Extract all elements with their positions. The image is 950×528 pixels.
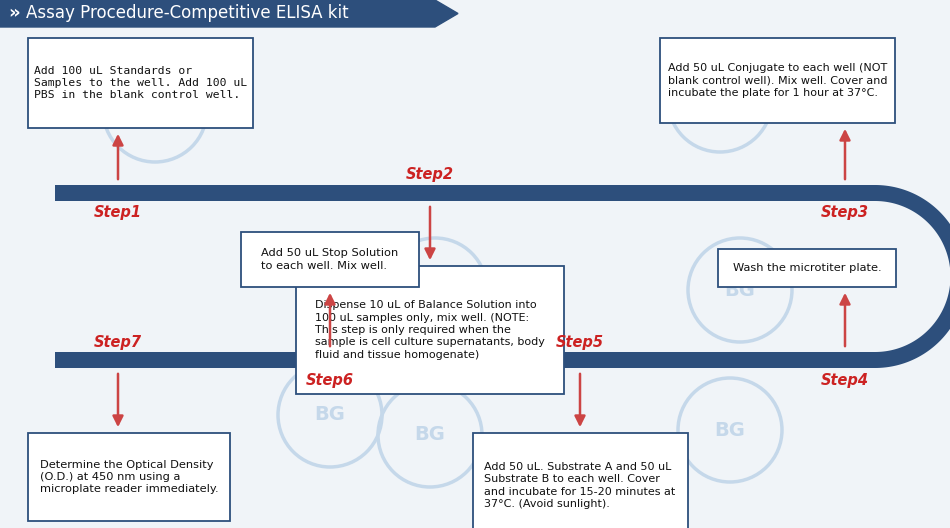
- Text: Step6: Step6: [306, 372, 354, 388]
- FancyBboxPatch shape: [296, 266, 564, 394]
- Text: BG: BG: [725, 280, 755, 299]
- Text: BG: BG: [314, 406, 346, 425]
- Text: Add 50 uL Conjugate to each well (NOT
blank control well). Mix well. Cover and
i: Add 50 uL Conjugate to each well (NOT bl…: [668, 63, 887, 98]
- Text: Add 50 uL Stop Solution
to each well. Mix well.: Add 50 uL Stop Solution to each well. Mi…: [261, 248, 399, 271]
- Text: Determine the Optical Density
(O.D.) at 450 nm using a
microplate reader immedia: Determine the Optical Density (O.D.) at …: [40, 459, 218, 494]
- Text: BG: BG: [140, 100, 170, 119]
- Text: BG: BG: [705, 90, 735, 109]
- Text: Step3: Step3: [821, 205, 869, 221]
- Text: BG: BG: [420, 280, 450, 299]
- FancyBboxPatch shape: [28, 433, 230, 521]
- Text: Step1: Step1: [94, 205, 142, 221]
- Text: BG: BG: [714, 420, 746, 439]
- Text: Dispense 10 uL of Balance Solution into
100 uL samples only, mix well. (NOTE:
Th: Dispense 10 uL of Balance Solution into …: [315, 300, 545, 360]
- Text: Step5: Step5: [556, 335, 604, 350]
- FancyBboxPatch shape: [718, 249, 896, 287]
- Text: Step2: Step2: [406, 167, 454, 183]
- Polygon shape: [875, 185, 950, 368]
- Polygon shape: [0, 0, 458, 27]
- Text: Add 50 uL. Substrate A and 50 uL
Substrate B to each well. Cover
and incubate fo: Add 50 uL. Substrate A and 50 uL Substra…: [484, 462, 675, 509]
- FancyBboxPatch shape: [472, 433, 688, 528]
- Text: Assay Procedure-Competitive ELISA kit: Assay Procedure-Competitive ELISA kit: [26, 5, 349, 23]
- FancyBboxPatch shape: [28, 38, 253, 128]
- Text: Add 100 uL Standards or
Samples to the well. Add 100 uL
PBS in the blank control: Add 100 uL Standards or Samples to the w…: [34, 65, 247, 100]
- Bar: [55, 352, 875, 368]
- Text: Wash the microtiter plate.: Wash the microtiter plate.: [732, 263, 882, 273]
- FancyBboxPatch shape: [241, 232, 419, 287]
- Text: »: »: [8, 5, 20, 23]
- Text: BG: BG: [414, 426, 446, 445]
- FancyBboxPatch shape: [660, 38, 895, 123]
- Text: Step7: Step7: [94, 335, 142, 350]
- Text: Step4: Step4: [821, 372, 869, 388]
- Bar: [55, 185, 875, 201]
